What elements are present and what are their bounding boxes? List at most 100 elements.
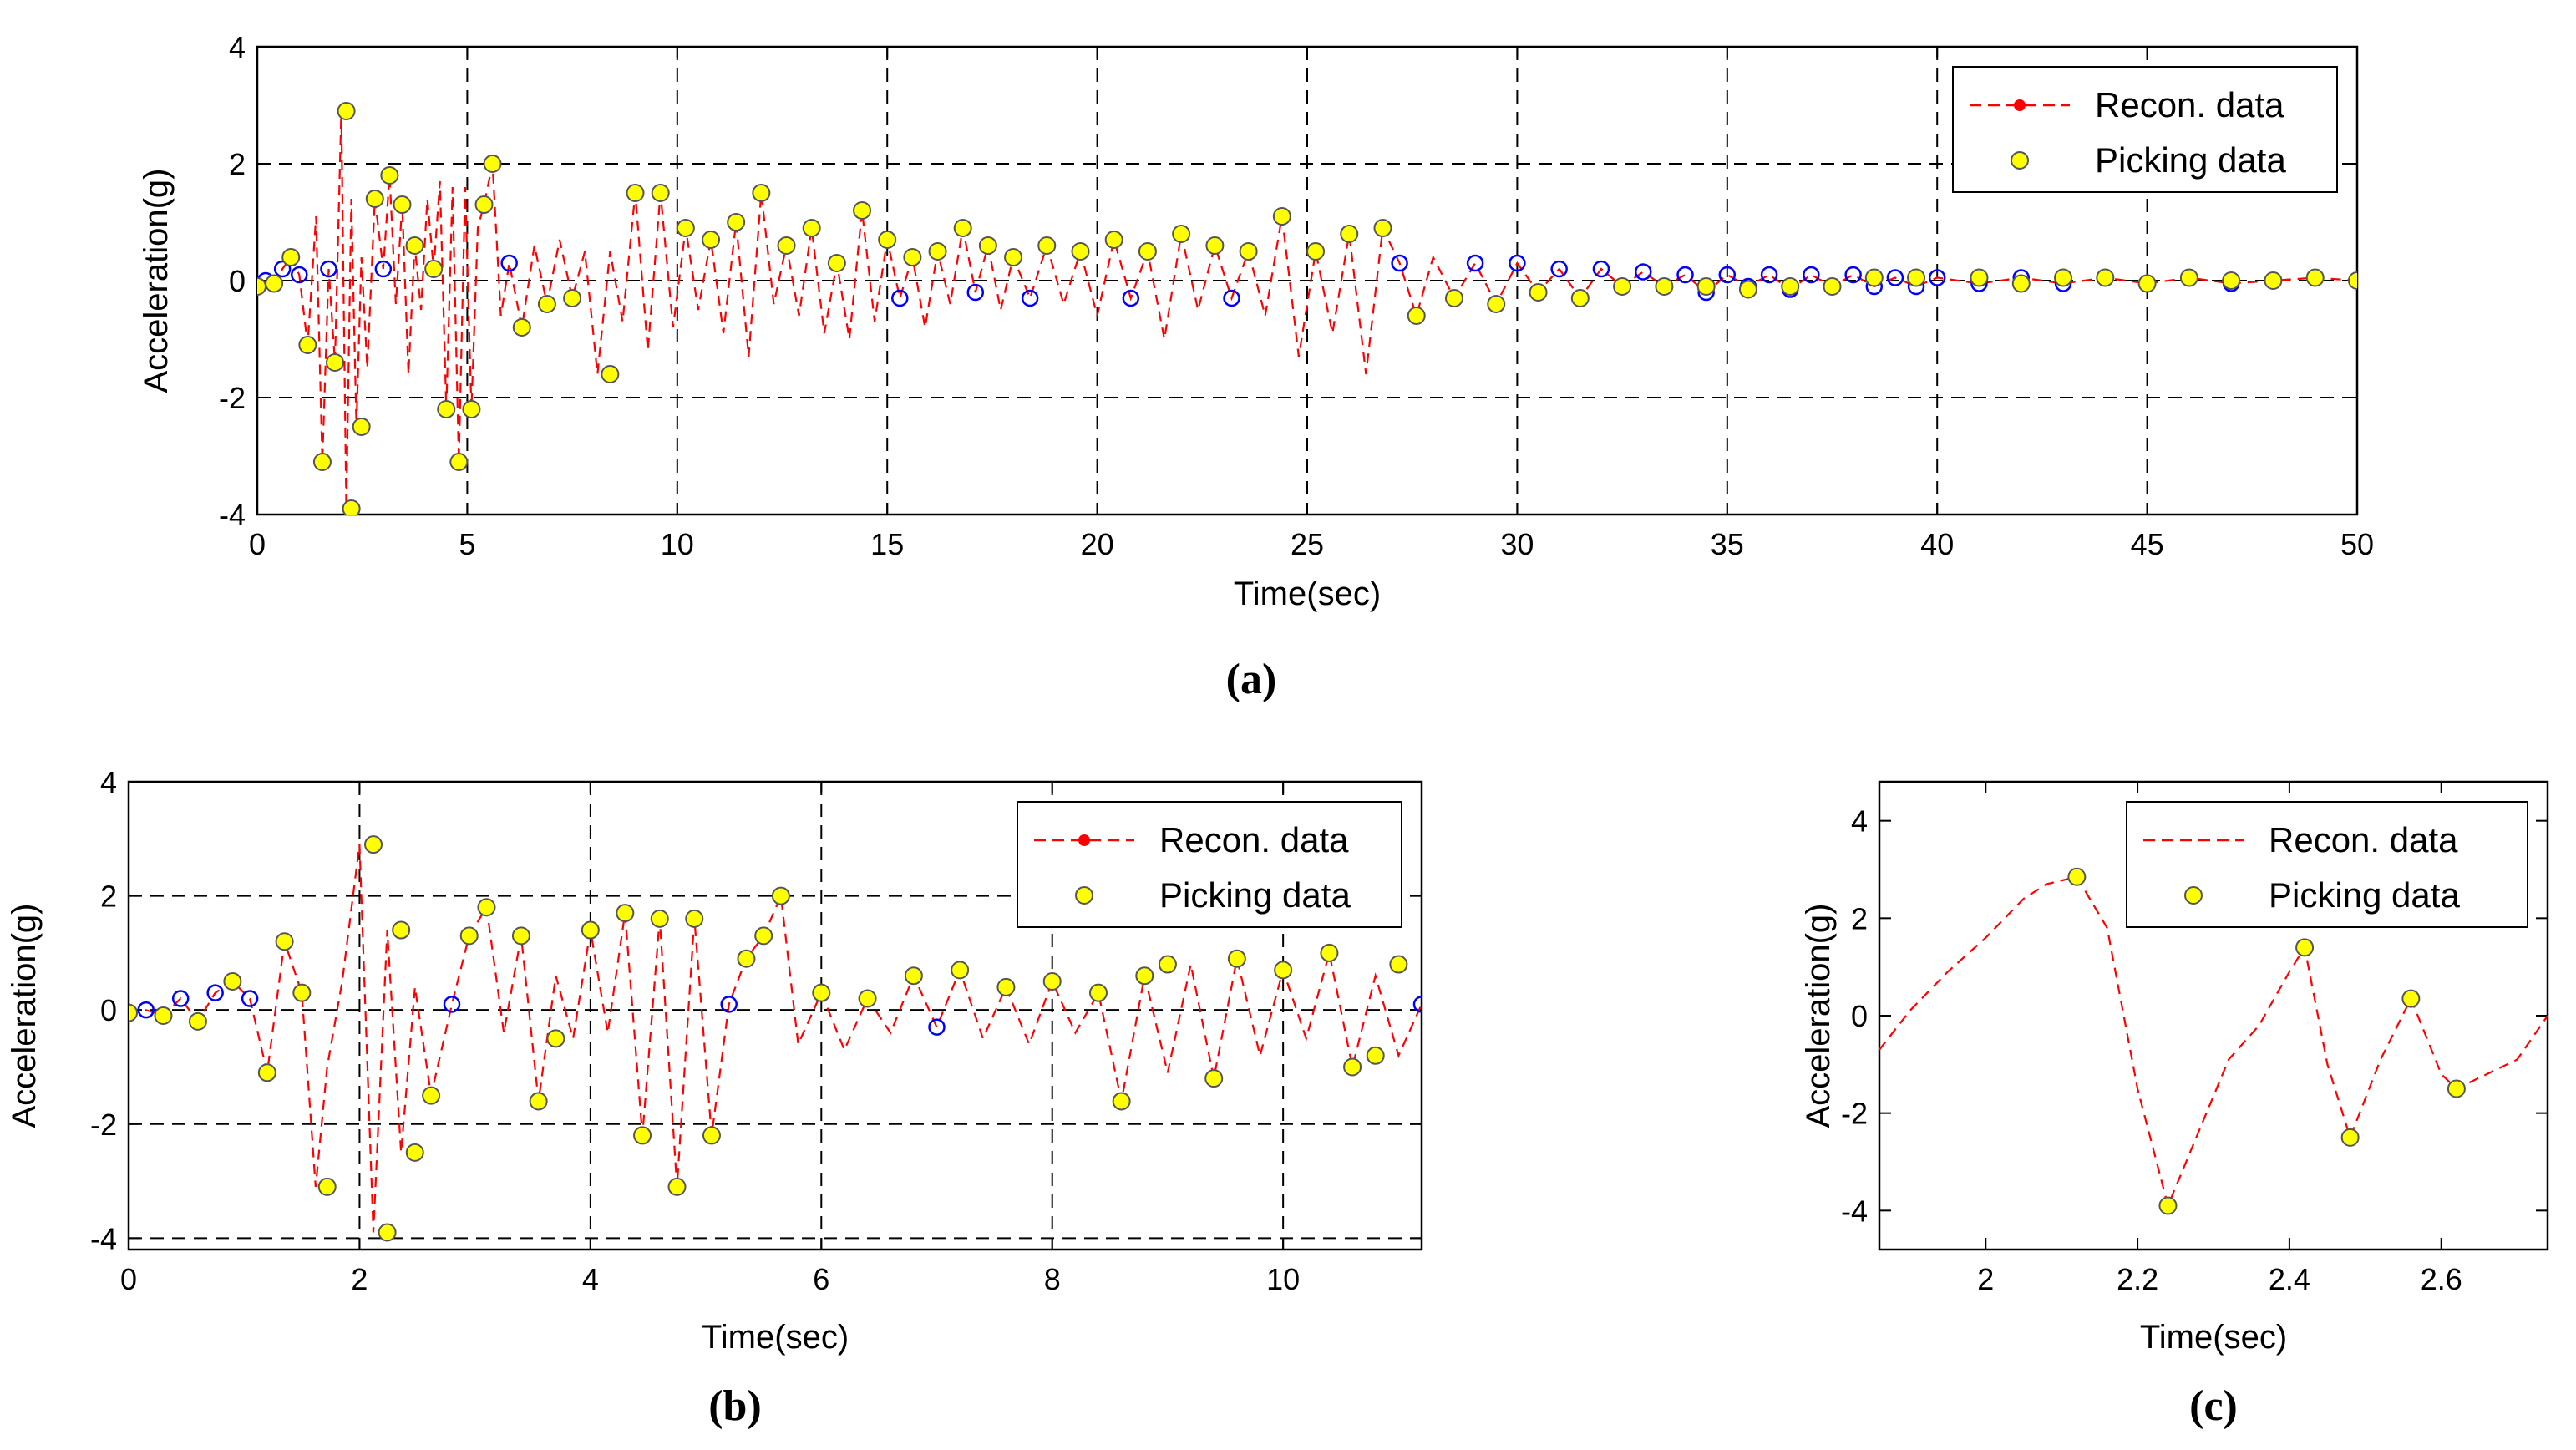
picking-data-point xyxy=(771,886,790,905)
picking-data-point xyxy=(2137,274,2157,293)
picking-data-point xyxy=(2305,268,2325,287)
picking-data-point xyxy=(2401,989,2421,1008)
picking-data-point xyxy=(1407,307,1426,325)
picking-data-point xyxy=(1004,248,1023,266)
picking-data-point xyxy=(1227,949,1246,968)
picking-data-point xyxy=(1389,955,1408,974)
picking-data-point xyxy=(512,318,531,337)
picking-data-point xyxy=(2348,271,2357,290)
legend-picking-swatch xyxy=(2184,886,2203,905)
picking-data-point xyxy=(651,184,670,202)
y-axis-label: Acceleration(g) xyxy=(1800,903,1837,1128)
legend-recon-dot xyxy=(2014,99,2026,111)
x-tick-label: 25 xyxy=(1291,527,1324,561)
picking-data-point xyxy=(326,353,345,372)
y-tick-label: 2 xyxy=(1851,901,1868,935)
plot-data-area xyxy=(129,835,1422,1242)
legend-recon-label: Recon. data xyxy=(1159,820,1349,859)
y-tick-label: -4 xyxy=(219,498,246,532)
x-tick-label: 0 xyxy=(249,527,266,561)
recon-blue-marker xyxy=(1803,266,1820,284)
picking-data-point xyxy=(265,274,284,293)
recon-blue-marker xyxy=(206,984,224,1001)
x-tick-label: 0 xyxy=(120,1262,137,1296)
picking-data-point xyxy=(437,400,456,418)
picking-data-point xyxy=(380,166,399,185)
picking-data-point xyxy=(1272,207,1291,226)
picking-data-point xyxy=(393,195,412,214)
picking-data-point xyxy=(904,966,923,986)
recon-blue-marker xyxy=(443,996,461,1013)
picking-data-point xyxy=(667,1177,687,1196)
picking-data-point xyxy=(275,932,294,951)
picking-data-point xyxy=(405,1143,424,1162)
picking-data-point xyxy=(727,213,746,231)
recon-blue-marker xyxy=(171,990,190,1007)
picking-data-point xyxy=(223,972,242,991)
recon-blue-marker xyxy=(1021,289,1039,307)
y-tick-label: 2 xyxy=(100,880,117,914)
picking-data-point xyxy=(812,983,831,1002)
recon-blue-marker xyxy=(720,996,738,1013)
picking-data-point xyxy=(1135,966,1154,986)
picking-data-point xyxy=(563,289,582,307)
legend-recon-label: Recon. data xyxy=(2095,85,2284,124)
panel-a-plot: 0 5 10 15 20 25 30 35 40 45 50 -4 -2 0 2 4 Time(sec) Acce… xyxy=(138,30,2374,612)
picking-data-point xyxy=(1444,289,1463,307)
picking-data-point xyxy=(2158,1196,2178,1215)
picking-data-point xyxy=(1907,268,1926,287)
legend-box xyxy=(1952,66,2338,193)
y-tick-label: -4 xyxy=(90,1221,117,1255)
picking-data-point xyxy=(1112,1092,1131,1111)
x-tick-label: 30 xyxy=(1500,527,1534,561)
picking-data-point xyxy=(529,1092,548,1111)
recon-blue-marker xyxy=(1412,996,1422,1013)
picking-data-point xyxy=(292,983,312,1002)
x-tick-label: 2.6 xyxy=(2421,1262,2462,1296)
picking-data-point xyxy=(1104,231,1123,249)
y-tick-label: 2 xyxy=(229,147,246,181)
picking-data-point xyxy=(129,1003,138,1022)
picking-data-point xyxy=(546,1029,565,1048)
picking-data-point xyxy=(477,898,496,917)
y-tick-label: 4 xyxy=(229,30,246,64)
x-tick-label: 45 xyxy=(2131,527,2164,561)
recon-blue-marker xyxy=(1391,254,1408,272)
recon-blue-marker xyxy=(291,266,308,284)
picking-data-point xyxy=(2179,268,2198,287)
picking-data-point xyxy=(459,926,479,946)
picking-data-point xyxy=(737,949,756,968)
picking-data-point xyxy=(1172,225,1191,243)
picking-data-point xyxy=(1274,961,1293,980)
recon-blue-marker xyxy=(1760,266,1778,284)
legend-picking-label: Picking data xyxy=(2269,875,2460,915)
x-tick-label: 6 xyxy=(813,1262,829,1296)
picking-data-point xyxy=(996,977,1016,996)
picking-data-point xyxy=(462,400,481,418)
recon-blue-marker xyxy=(1676,266,1694,284)
x-axis-label: Time(sec) xyxy=(1234,575,1381,612)
y-tick-label: -2 xyxy=(219,381,246,415)
picking-data-point xyxy=(853,201,872,220)
y-tick-label: -2 xyxy=(1841,1097,1868,1131)
recon-blue-marker xyxy=(1886,269,1904,286)
recon-blue-marker xyxy=(500,254,518,272)
x-tick-label: 40 xyxy=(1920,527,1954,561)
picking-data-point xyxy=(257,1063,276,1082)
picking-data-point xyxy=(802,219,821,237)
picking-data-point xyxy=(1738,280,1757,299)
y-axis-label: Acceleration(g) xyxy=(138,168,175,393)
recon-blue-marker xyxy=(1718,266,1737,284)
x-tick-label: 20 xyxy=(1081,527,1114,561)
picking-data-point xyxy=(1239,242,1258,261)
picking-data-point xyxy=(317,1177,337,1196)
picking-data-point xyxy=(858,989,877,1008)
y-tick-label: 4 xyxy=(1851,804,1868,839)
recon-blue-marker xyxy=(1844,266,1862,284)
recon-data-line xyxy=(129,844,1422,1233)
picking-data-point xyxy=(626,184,645,202)
picking-data-point xyxy=(2295,938,2315,957)
picking-data-point xyxy=(2340,1128,2360,1147)
picking-data-point xyxy=(405,236,424,255)
